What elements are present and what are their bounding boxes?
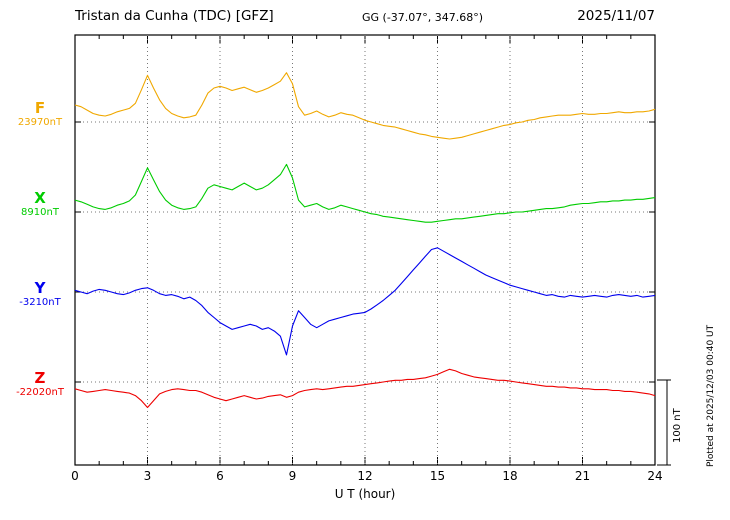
station-coordinates: GG (-37.07°, 347.68°) — [362, 11, 484, 24]
series-baseline-f: 23970nT — [17, 117, 63, 129]
page-title: Tristan da Cunha (TDC) [GFZ] — [75, 8, 274, 24]
series-label-x: X 8910nT — [4, 189, 76, 219]
series-baseline-y: -3210nT — [19, 297, 61, 309]
series-letter-z: Z — [34, 369, 46, 387]
scale-bar-label: 100 nT — [672, 408, 683, 443]
x-tick-label: 21 — [574, 469, 591, 483]
series-letter-y: Y — [34, 279, 46, 297]
x-tick-label: 15 — [429, 469, 446, 483]
x-tick-label: 12 — [357, 469, 373, 483]
series-letter-x: X — [34, 189, 46, 207]
series-label-f: F 23970nT — [4, 99, 76, 129]
series-label-y: Y -3210nT — [4, 279, 76, 309]
series-baseline-x: 8910nT — [21, 207, 59, 219]
x-tick-label: 9 — [288, 469, 297, 483]
x-tick-label: 3 — [143, 469, 152, 483]
series-letter-f: F — [34, 99, 46, 117]
x-axis-label: U T (hour) — [334, 487, 396, 501]
plot-date: 2025/11/07 — [577, 8, 655, 24]
x-tick-label: 0 — [71, 469, 79, 483]
x-tick-label: 18 — [502, 469, 518, 483]
x-tick-label: 6 — [216, 469, 224, 483]
plotted-at-label: Plotted at 2025/12/03 00:40 UT — [706, 324, 716, 467]
series-label-z: Z -22020nT — [4, 369, 76, 399]
series-baseline-z: -22020nT — [16, 387, 64, 399]
x-tick-label: 24 — [647, 469, 663, 483]
